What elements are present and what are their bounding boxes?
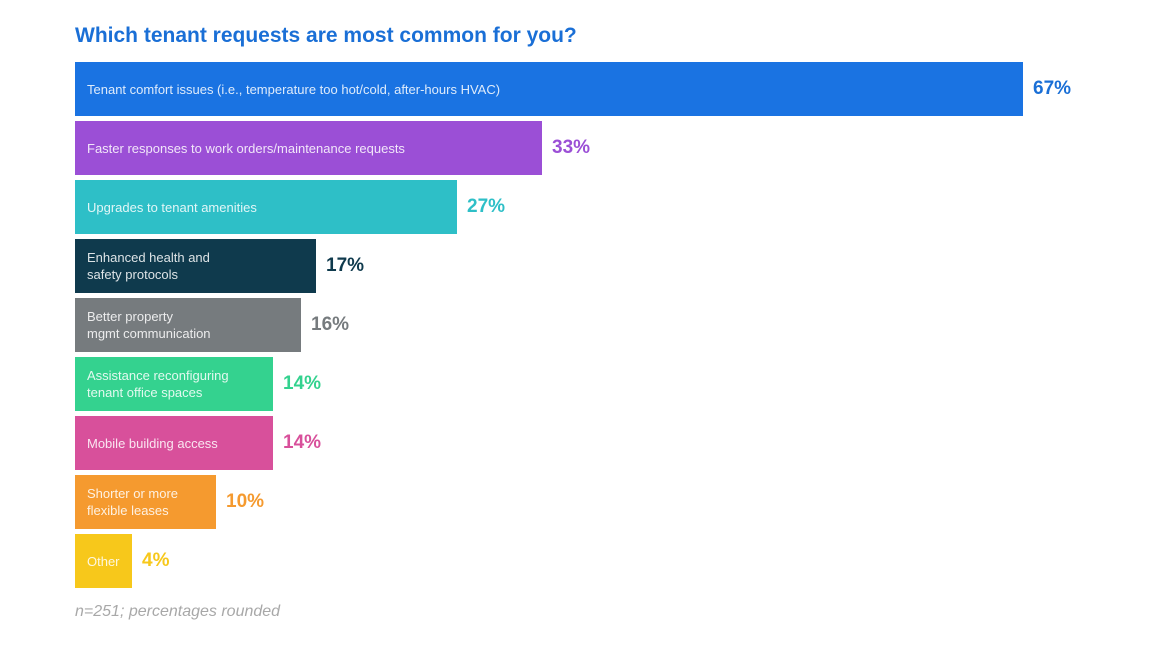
bar-value-label: 33% (552, 137, 591, 158)
bar-row: Mobile building access 14% (0, 416, 1154, 470)
bar-category-label: Shorter or more flexible leases (87, 486, 179, 518)
chart-footnote: n=251; percentages rounded (75, 603, 281, 620)
bar-value-label: 4% (142, 550, 170, 571)
bar: Enhanced health and safety protocols (75, 239, 316, 293)
bar-value-label: 67% (1033, 78, 1072, 99)
bar: Assistance reconfiguring tenant office s… (75, 357, 273, 411)
bar: Upgrades to tenant amenities (75, 180, 457, 234)
bar-category-label: Enhanced health and safety protocols (87, 250, 210, 282)
bar-row: Shorter or more flexible leases 10% (0, 475, 1154, 529)
bar-value-label: 14% (283, 432, 322, 453)
bar-value-label: 10% (226, 491, 265, 512)
bar-row: Tenant comfort issues (i.e., temperature… (0, 62, 1154, 116)
bar-row: Faster responses to work orders/maintena… (0, 121, 1154, 175)
bar-category-label: Tenant comfort issues (i.e., temperature… (87, 81, 501, 97)
bar: Shorter or more flexible leases (75, 475, 216, 529)
bar-row: Assistance reconfiguring tenant office s… (0, 357, 1154, 411)
bar-value-label: 14% (283, 373, 322, 394)
bar-category-label: Mobile building access (87, 435, 218, 451)
bar-row: Upgrades to tenant amenities 27% (0, 180, 1154, 234)
bar-category-label: Faster responses to work orders/maintena… (87, 140, 405, 156)
bar-value-label: 27% (467, 196, 506, 217)
bar: Mobile building access (75, 416, 273, 470)
bar-category-label: Better property mgmt communication (87, 309, 211, 341)
bar-category-label: Assistance reconfiguring tenant office s… (87, 368, 229, 400)
bar: Other (75, 534, 132, 588)
bar-row: Enhanced health and safety protocols 17% (0, 239, 1154, 293)
chart-title: Which tenant requests are most common fo… (75, 24, 577, 47)
bar-row: Other 4% (0, 534, 1154, 588)
bar-value-label: 17% (326, 255, 365, 276)
bar-category-label: Other (87, 553, 120, 569)
bar: Better property mgmt communication (75, 298, 301, 352)
bar: Faster responses to work orders/maintena… (75, 121, 542, 175)
bar-value-label: 16% (311, 314, 350, 335)
bar: Tenant comfort issues (i.e., temperature… (75, 62, 1023, 116)
bar-category-label: Upgrades to tenant amenities (87, 199, 257, 215)
bar-row: Better property mgmt communication 16% (0, 298, 1154, 352)
